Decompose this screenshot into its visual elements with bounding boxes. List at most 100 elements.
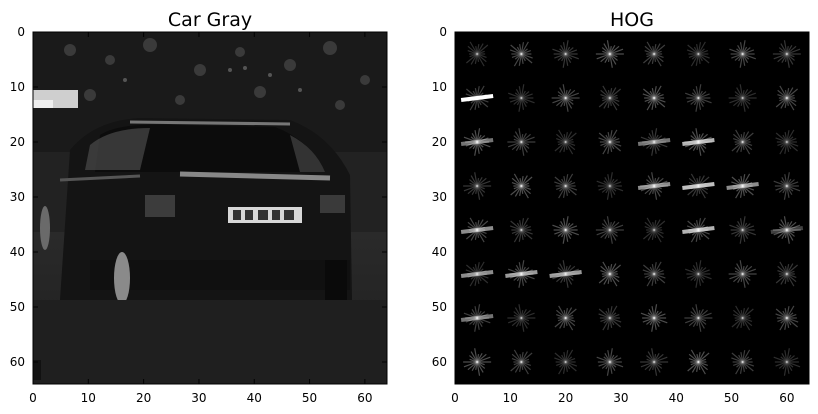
hog-orientation-bin <box>739 40 746 68</box>
hog-orientation-bin <box>782 134 792 150</box>
hog-orientation-bin <box>775 88 798 108</box>
hog-orientation-bin <box>514 175 528 197</box>
y-tick-label: 10 <box>432 80 447 94</box>
hog-orientation-bin <box>729 224 756 236</box>
x-tick-label: 50 <box>724 391 739 405</box>
car-gray-image <box>33 32 387 384</box>
hog-orientation-bin <box>651 264 657 284</box>
hog-orientation-bin <box>731 357 755 367</box>
hog-orientation-bin <box>651 304 658 332</box>
hog-orientation-bin <box>775 132 798 152</box>
hog-orientation-bin <box>646 355 663 369</box>
hog-orientation-bin <box>739 42 746 66</box>
hog-orientation-bin <box>472 310 482 326</box>
hog-cell <box>643 41 666 67</box>
hog-cell <box>509 217 533 243</box>
hog-orientation-bin <box>649 90 659 106</box>
hog-orientation-bin <box>558 349 574 375</box>
hog-orientation-bin <box>605 134 615 150</box>
hog-orientation-bin <box>470 351 484 373</box>
hog-orientation-bin <box>646 217 662 243</box>
hog-cell <box>595 40 624 68</box>
hog-orientation-bin <box>647 312 661 324</box>
hog-orientation-bin <box>563 308 568 328</box>
hog-orientation-bin <box>510 44 533 64</box>
hog-orientation-bin <box>607 306 613 330</box>
hog-orientation-bin <box>475 178 480 194</box>
hog-cell <box>637 128 671 156</box>
hog-orientation-bin <box>733 314 753 322</box>
hog-cell <box>510 349 533 375</box>
hog-orientation-bin <box>607 90 612 106</box>
hog-orientation-bin <box>511 50 531 58</box>
hog-cell <box>729 216 756 244</box>
hog-cell <box>642 85 666 111</box>
hog-orientation-bin <box>600 265 620 283</box>
hog-orientation-bin <box>603 87 617 109</box>
hog-orientation-bin <box>562 40 569 68</box>
hog-orientation-bin <box>731 49 755 59</box>
hog-orientation-bin <box>647 219 661 241</box>
hog-orientation-bin <box>552 224 579 236</box>
hog-orientation-bin <box>518 128 525 156</box>
hog-orientation-bin <box>740 90 745 106</box>
hog-orientation-bin <box>737 89 749 107</box>
hog-orientation-bin <box>784 350 790 374</box>
hog-orientation-bin <box>779 261 795 287</box>
hog-orientation-bin <box>602 129 618 155</box>
hog-dominant-gradient <box>460 226 494 234</box>
hog-orientation-bin <box>779 94 795 102</box>
hog-orientation-bin <box>474 172 481 200</box>
plot-frame <box>32 31 388 385</box>
hog-cell <box>775 85 798 111</box>
hog-orientation-bin <box>556 358 576 366</box>
x-tick-label: 20 <box>136 391 151 405</box>
hog-cell <box>685 84 712 112</box>
hog-orientation-bin <box>690 91 707 105</box>
hog-orientation-bin <box>560 221 572 239</box>
hog-orientation-bin <box>738 354 748 370</box>
hog-orientation-bin <box>647 43 661 65</box>
hog-cell <box>463 348 492 376</box>
hog-orientation-bin <box>695 304 702 332</box>
hog-orientation-bin <box>607 174 613 198</box>
hog-orientation-bin <box>777 270 797 278</box>
hog-orientation-bin <box>734 94 751 102</box>
hog-orientation-bin <box>513 349 529 375</box>
hog-orientation-bin <box>513 173 529 199</box>
hog-dominant-gradient <box>460 270 494 278</box>
hog-orientation-bin <box>780 312 794 324</box>
hog-orientation-bin <box>777 265 797 283</box>
hog-orientation-bin <box>509 49 533 59</box>
hog-orientation-bin <box>469 135 486 149</box>
hog-orientation-bin <box>729 92 756 104</box>
hog-orientation-bin <box>780 263 794 285</box>
hog-orientation-bin <box>463 356 491 368</box>
hog-orientation-bin <box>554 132 577 152</box>
hog-orientation-bin <box>739 350 746 374</box>
hog-orientation-bin <box>640 356 668 368</box>
hog-orientation-bin <box>471 177 483 195</box>
hog-orientation-bin <box>556 309 576 327</box>
hog-orientation-bin <box>784 90 789 106</box>
hog-cell <box>554 173 578 199</box>
hog-orientation-bin <box>519 134 524 150</box>
hog-orientation-bin <box>563 310 568 326</box>
hog-dominant-gradient <box>682 182 715 190</box>
hog-orientation-bin <box>778 179 795 193</box>
hog-orientation-bin <box>695 84 702 112</box>
hog-orientation-bin <box>781 45 793 63</box>
hog-orientation-bin <box>562 84 569 112</box>
hog-orientation-bin <box>511 133 531 151</box>
hog-cell <box>685 260 712 288</box>
hog-cell <box>773 172 801 200</box>
hog-orientation-bin <box>603 43 617 65</box>
hog-orientation-bin <box>690 314 707 322</box>
hog-orientation-bin <box>603 263 617 285</box>
hog-orientation-bin <box>562 42 569 66</box>
hog-orientation-bin <box>463 136 491 148</box>
hog-orientation-bin <box>779 270 795 278</box>
hog-orientation-bin <box>696 352 701 372</box>
hog-dominant-gradient <box>770 226 804 234</box>
hog-dominant-gradient <box>637 138 671 146</box>
